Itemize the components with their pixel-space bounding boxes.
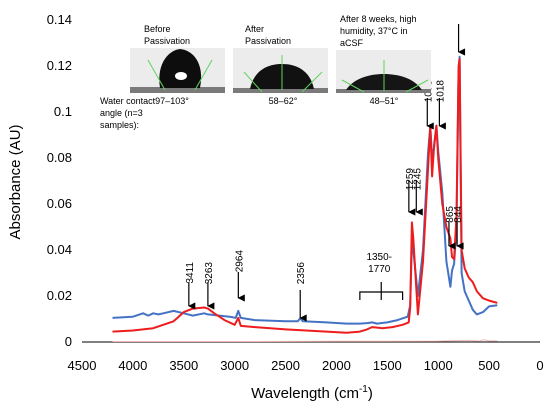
x-axis-title: Wavelength (cm-1) xyxy=(251,384,373,402)
peak-label: 844 xyxy=(453,206,464,223)
panel1-angle: 97–103° xyxy=(155,96,189,106)
y-tick-label: 0 xyxy=(65,334,72,349)
x-tick-labels: 4500 4000 3500 3000 2500 2000 1500 1000 500 0 xyxy=(68,358,544,373)
peak-label: 865 xyxy=(445,206,456,223)
series-line-2 xyxy=(112,339,498,342)
peak-label: 3411 xyxy=(185,262,196,284)
y-tick-label: 0.12 xyxy=(47,58,72,73)
x-tick-label: 0 xyxy=(536,358,543,373)
panel3-angle: 48–51° xyxy=(370,96,399,106)
peak-label: 2356 xyxy=(296,262,307,285)
y-tick-labels: 0 0.02 0.04 0.06 0.08 0.1 0.12 0.14 xyxy=(47,12,72,349)
series-lines xyxy=(112,55,498,342)
peak-label: 1245 xyxy=(412,168,423,191)
contact-angle-inset: Water contact angle (n=3 samples): Befor… xyxy=(100,14,431,130)
panel1-title: Before Passivation xyxy=(144,24,190,46)
x-tick-label: 500 xyxy=(478,358,500,373)
x-tick-label: 2000 xyxy=(322,358,351,373)
x-tick-label: 1500 xyxy=(373,358,402,373)
y-tick-label: 0.08 xyxy=(47,150,72,165)
panel2-angle: 58–62° xyxy=(269,96,298,106)
peak-label: 3263 xyxy=(204,262,215,285)
panel3-title: After 8 weeks, high humidity, 37°C in aC… xyxy=(340,14,419,48)
x-tick-label: 2500 xyxy=(271,358,300,373)
panel2-title: After Passivation xyxy=(245,24,291,46)
peak-annotations: 3411326329642356125912451078101886584413… xyxy=(185,24,466,322)
y-axis-title: Absorbance (AU) xyxy=(7,124,24,239)
x-tick-label: 4500 xyxy=(68,358,97,373)
series-line-1 xyxy=(112,58,498,334)
droplet-image-before-passivation xyxy=(130,48,225,93)
droplet-image-after-passivation xyxy=(233,48,328,93)
y-tick-label: 0.14 xyxy=(47,12,72,27)
peak-label: 2964 xyxy=(234,250,245,273)
droplet-image-after-8-weeks xyxy=(336,50,431,93)
x-tick-label: 4000 xyxy=(118,358,147,373)
y-tick-label: 0.06 xyxy=(47,196,72,211)
water-contact-label: Water contact angle (n=3 samples): xyxy=(100,96,158,130)
y-tick-label: 0.04 xyxy=(47,242,72,257)
range-label: 1770 xyxy=(368,264,391,275)
range-label: 1350- xyxy=(366,252,392,263)
x-tick-label: 1000 xyxy=(424,358,453,373)
peak-label: 1259 xyxy=(405,168,416,191)
y-tick-label: 0.02 xyxy=(47,288,72,303)
peak-label: 1018 xyxy=(435,80,446,103)
x-tick-label: 3000 xyxy=(220,358,249,373)
y-tick-label: 0.1 xyxy=(54,104,72,119)
x-tick-label: 3500 xyxy=(169,358,198,373)
